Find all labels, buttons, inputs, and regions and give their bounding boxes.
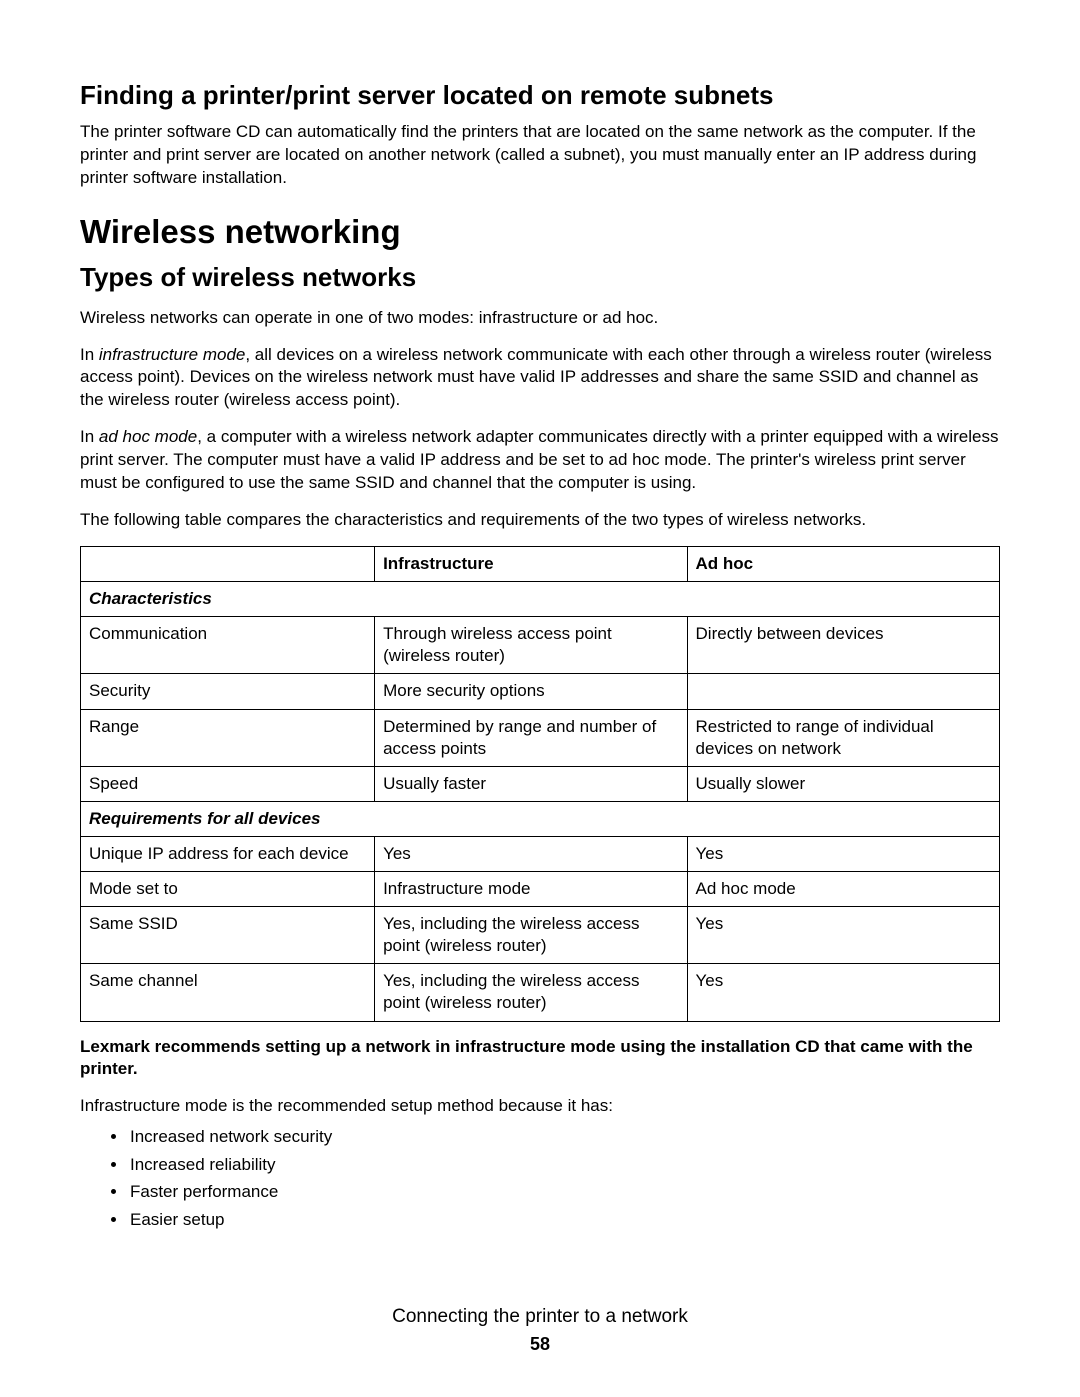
table-cell: More security options	[375, 674, 687, 709]
heading-finding-printer: Finding a printer/print server located o…	[80, 80, 1000, 111]
paragraph-recommendation-bold: Lexmark recommends setting up a network …	[80, 1036, 1000, 1082]
table-row: Same SSIDYes, including the wireless acc…	[81, 907, 1000, 964]
list-item: Increased network security	[128, 1124, 1000, 1150]
paragraph-adhoc-mode: In ad hoc mode, a computer with a wirele…	[80, 426, 1000, 495]
table-header-cell: Infrastructure	[375, 547, 687, 582]
table-cell: Usually faster	[375, 766, 687, 801]
heading-types-wireless: Types of wireless networks	[80, 262, 1000, 293]
table-cell: Mode set to	[81, 872, 375, 907]
benefits-list: Increased network securityIncreased reli…	[80, 1124, 1000, 1232]
table-cell: Same SSID	[81, 907, 375, 964]
table-cell: Usually slower	[687, 766, 999, 801]
list-item: Increased reliability	[128, 1152, 1000, 1178]
text-em-adhoc: ad hoc mode	[99, 427, 197, 446]
list-item: Easier setup	[128, 1207, 1000, 1233]
table-row: SecurityMore security options	[81, 674, 1000, 709]
table-cell: Security	[81, 674, 375, 709]
text-lead: In	[80, 427, 99, 446]
table-cell: Through wireless access point (wireless …	[375, 617, 687, 674]
table-row: SpeedUsually fasterUsually slower	[81, 766, 1000, 801]
paragraph-table-intro: The following table compares the charact…	[80, 509, 1000, 532]
table-cell: Yes, including the wireless access point…	[375, 907, 687, 964]
list-item: Faster performance	[128, 1179, 1000, 1205]
table-section-row: Requirements for all devices	[81, 801, 1000, 836]
table-cell: Yes	[687, 964, 999, 1021]
table-section-row: Characteristics	[81, 582, 1000, 617]
table-header-row: Infrastructure Ad hoc	[81, 547, 1000, 582]
table-cell: Speed	[81, 766, 375, 801]
table-cell: Restricted to range of individual device…	[687, 709, 999, 766]
table-cell: Directly between devices	[687, 617, 999, 674]
table-header-cell: Ad hoc	[687, 547, 999, 582]
table-cell: Infrastructure mode	[375, 872, 687, 907]
footer-section-title: Connecting the printer to a network	[0, 1306, 1080, 1328]
table-cell: Yes	[687, 836, 999, 871]
table-row: CommunicationThrough wireless access poi…	[81, 617, 1000, 674]
table-header-cell	[81, 547, 375, 582]
text-em-infrastructure: infrastructure mode	[99, 345, 245, 364]
table-section-label: Characteristics	[81, 582, 1000, 617]
paragraph-finding-printer: The printer software CD can automaticall…	[80, 121, 1000, 190]
table-cell: Ad hoc mode	[687, 872, 999, 907]
table-cell: Unique IP address for each device	[81, 836, 375, 871]
paragraph-recommendation-lead: Infrastructure mode is the recommended s…	[80, 1095, 1000, 1118]
table-cell: Same channel	[81, 964, 375, 1021]
comparison-table: Infrastructure Ad hoc Characteristics Co…	[80, 546, 1000, 1021]
text-rest: , a computer with a wireless network ada…	[80, 427, 998, 492]
document-page: Finding a printer/print server located o…	[0, 0, 1080, 1397]
paragraph-infrastructure-mode: In infrastructure mode, all devices on a…	[80, 344, 1000, 413]
page-footer: Connecting the printer to a network 58	[0, 1306, 1080, 1355]
table-cell: Yes, including the wireless access point…	[375, 964, 687, 1021]
table-section-label: Requirements for all devices	[81, 801, 1000, 836]
footer-page-number: 58	[0, 1334, 1080, 1355]
table-row: RangeDetermined by range and number of a…	[81, 709, 1000, 766]
table-cell	[687, 674, 999, 709]
text-lead: In	[80, 345, 99, 364]
table-row: Unique IP address for each deviceYesYes	[81, 836, 1000, 871]
paragraph-modes-intro: Wireless networks can operate in one of …	[80, 307, 1000, 330]
table-cell: Yes	[375, 836, 687, 871]
heading-wireless-networking: Wireless networking	[80, 212, 1000, 252]
table-cell: Determined by range and number of access…	[375, 709, 687, 766]
table-row: Same channelYes, including the wireless …	[81, 964, 1000, 1021]
table-cell: Range	[81, 709, 375, 766]
table-row: Mode set toInfrastructure modeAd hoc mod…	[81, 872, 1000, 907]
table-cell: Communication	[81, 617, 375, 674]
table-cell: Yes	[687, 907, 999, 964]
